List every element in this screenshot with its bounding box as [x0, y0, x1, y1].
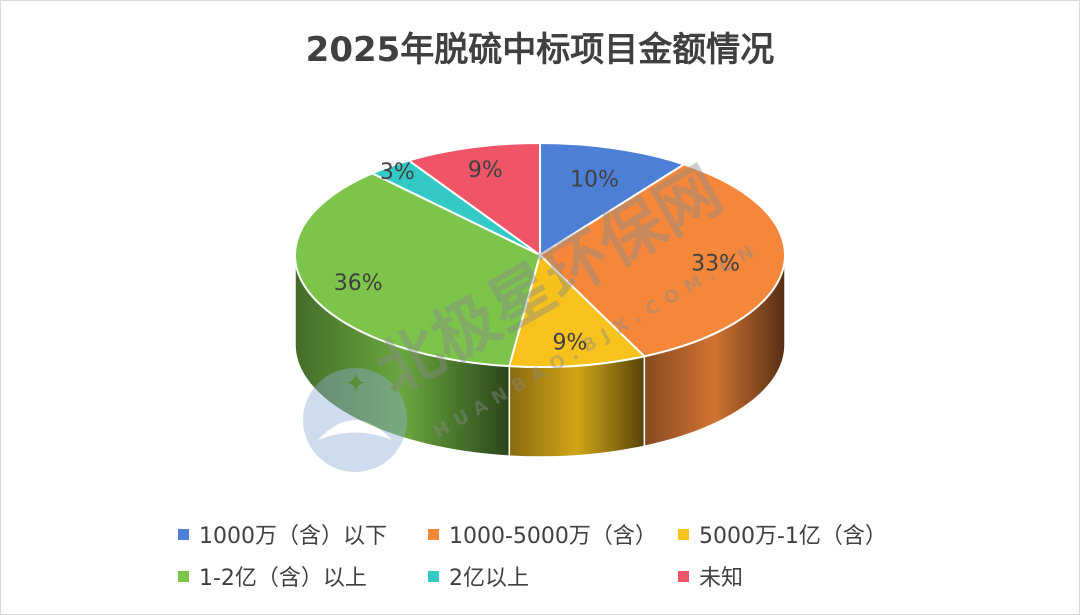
- pie-slice-5: [406, 141, 541, 257]
- data-label-5: 9%: [468, 158, 503, 183]
- data-label-1: 33%: [691, 252, 740, 277]
- legend-swatch-2: [678, 528, 689, 540]
- legend-item-3: 1-2亿（含）以上: [178, 560, 367, 592]
- data-label-2: 9%: [552, 330, 587, 355]
- watermark-star-icon: ✦: [345, 369, 367, 399]
- data-label-3: 36%: [334, 271, 383, 296]
- pie-slice-1: [538, 163, 786, 358]
- chart-title: 2025年脱硫中标项目金额情况: [305, 30, 775, 70]
- pie-top: [294, 141, 786, 368]
- legend-label-4: 2亿以上: [449, 566, 529, 591]
- legend-item-5: 未知: [678, 560, 743, 592]
- pie-slice-2: [507, 253, 647, 368]
- data-label-4: 3%: [380, 160, 415, 185]
- legend-label-0: 1000万（含）以下: [199, 524, 387, 549]
- legend-item-2: 5000万-1亿（含）: [678, 518, 887, 550]
- data-label-0: 10%: [570, 167, 619, 192]
- pie-data-labels: 10% 33% 9% 36% 3% 9%: [334, 158, 740, 355]
- legend-label-2: 5000万-1亿（含）: [699, 524, 887, 549]
- legend-swatch-1: [428, 528, 439, 540]
- legend-swatch-3: [178, 570, 189, 582]
- legend-label-5: 未知: [699, 566, 744, 591]
- legend-item-4: 2亿以上: [428, 560, 529, 592]
- legend-label-1: 1000-5000万（含）: [449, 524, 657, 549]
- legend-item-0: 1000万（含）以下: [178, 518, 387, 550]
- legend-swatch-5: [678, 570, 689, 582]
- legend-item-1: 1000-5000万（含）: [428, 518, 657, 550]
- legend-swatch-0: [178, 528, 189, 540]
- pie-slice-0: [539, 141, 687, 257]
- pie-slice-3: [294, 172, 542, 368]
- legend-swatch-4: [428, 570, 439, 582]
- legend-label-3: 1-2亿（含）以上: [199, 566, 367, 591]
